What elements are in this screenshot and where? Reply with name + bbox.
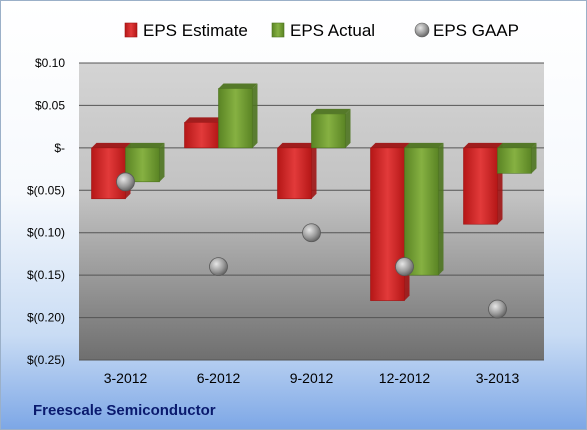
bar-face (404, 147, 439, 276)
bar-top (125, 142, 165, 148)
bar-eps-estimate (184, 117, 224, 149)
bar-eps-actual (311, 108, 351, 149)
bar-eps-actual (125, 142, 165, 183)
bar-side (345, 108, 351, 148)
bar-top (311, 108, 351, 114)
gaap-marker (488, 299, 507, 319)
gaap-marker (302, 223, 321, 243)
y-tick-label: $(0.25) (27, 353, 65, 367)
y-tick-label: $- (54, 141, 65, 155)
bar-side (438, 142, 444, 276)
bar-top (404, 142, 444, 148)
legend-item-eps-estimate: EPS Estimate (124, 21, 248, 40)
bar-face (184, 122, 219, 149)
bar-top (277, 142, 317, 148)
bar-eps-estimate (277, 142, 317, 200)
legend-label: EPS Estimate (143, 21, 248, 40)
gaap-marker (395, 257, 414, 277)
bar-eps-estimate (370, 142, 410, 301)
bar-face (463, 147, 498, 225)
y-tick-label: $0.10 (35, 56, 65, 70)
bar-eps-actual (497, 142, 537, 174)
bar-face (497, 147, 532, 174)
x-category-label: 6-2012 (197, 370, 241, 386)
y-tick-label: $(0.05) (27, 183, 65, 197)
x-category-label: 9-2012 (290, 370, 334, 386)
y-tick-label: $0.05 (35, 98, 65, 112)
x-category-label: 12-2012 (379, 370, 431, 386)
legend-swatch (271, 22, 285, 38)
legend-item-eps-gaap: EPS GAAP (414, 21, 519, 40)
company-name: Freescale Semiconductor (33, 402, 216, 419)
bar-top (184, 117, 224, 123)
bar-side (252, 83, 258, 148)
bar-top (91, 142, 131, 148)
bar-face (311, 113, 346, 149)
bar-side (531, 142, 537, 174)
bar-eps-actual (218, 83, 258, 149)
legend-label: EPS Actual (290, 21, 375, 40)
bar-side (311, 142, 317, 199)
y-tick-label: $(0.10) (27, 226, 65, 240)
gaap-marker (209, 257, 228, 277)
x-category-label: 3-2013 (476, 370, 520, 386)
y-tick-label: $(0.15) (27, 268, 65, 282)
bar-face (125, 147, 160, 183)
legend-swatch (414, 22, 430, 38)
legend-swatch (124, 22, 138, 38)
y-tick-label: $(0.20) (27, 311, 65, 325)
bar-top (463, 142, 503, 148)
bar-top (218, 83, 258, 89)
bar-face (277, 147, 312, 200)
bar-top (497, 142, 537, 148)
bar-eps-estimate (463, 142, 503, 225)
x-category-label: 3-2012 (104, 370, 148, 386)
bar-eps-actual (404, 142, 444, 276)
bar-top (370, 142, 410, 148)
gaap-marker (116, 172, 135, 192)
bar-face (218, 88, 253, 149)
bar-face (370, 147, 405, 301)
legend-label: EPS GAAP (433, 21, 519, 40)
legend-item-eps-actual: EPS Actual (271, 21, 375, 40)
bar-side (159, 142, 165, 182)
bar-face (91, 147, 126, 200)
